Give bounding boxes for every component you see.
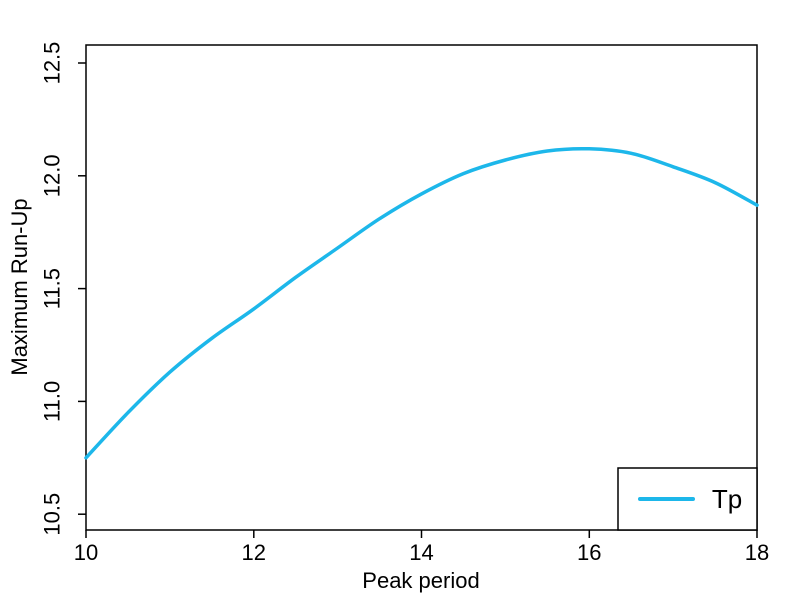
legend-label: Tp: [712, 484, 742, 514]
y-tick-label: 12.0: [40, 154, 65, 197]
x-tick-label: 14: [409, 540, 433, 565]
x-tick-label: 10: [74, 540, 98, 565]
x-tick-label: 16: [577, 540, 601, 565]
legend: Tp: [617, 467, 758, 531]
x-axis-title: Peak period: [362, 568, 479, 593]
y-axis-title: Maximum Run-Up: [7, 198, 32, 375]
y-axis-ticks: 10.5 11.0 11.5 12.0 12.5: [40, 42, 86, 536]
y-tick-label: 12.5: [40, 42, 65, 85]
y-tick-label: 11.5: [40, 268, 65, 309]
y-tick-label: 10.5: [40, 493, 65, 536]
x-tick-label: 18: [745, 540, 769, 565]
plot-border: [85, 44, 758, 531]
y-tick-label: 11.0: [40, 381, 65, 422]
series-line-tp: [84, 146, 759, 460]
x-axis-ticks: 10 12 14 16 18: [74, 530, 769, 565]
x-tick-label: 12: [242, 540, 266, 565]
